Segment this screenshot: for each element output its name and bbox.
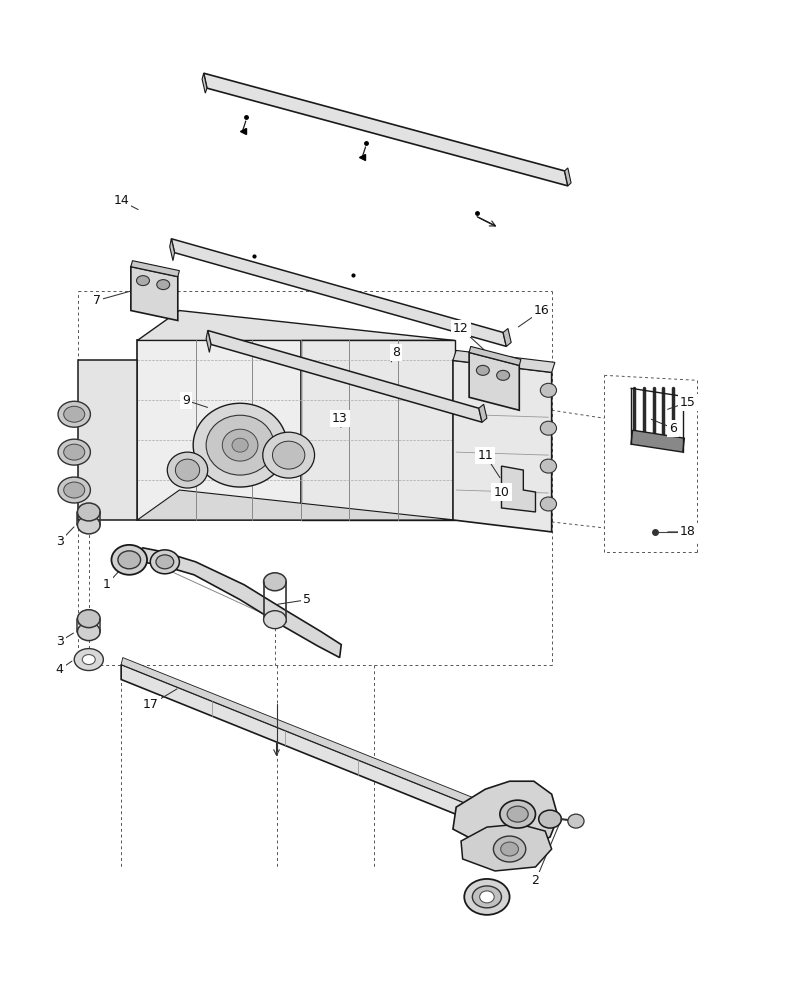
Polygon shape: [208, 330, 482, 422]
Ellipse shape: [175, 459, 200, 481]
Text: 9: 9: [182, 394, 190, 407]
Text: 13: 13: [332, 412, 347, 425]
Polygon shape: [630, 430, 684, 452]
Ellipse shape: [77, 610, 100, 628]
Polygon shape: [564, 168, 570, 186]
Ellipse shape: [567, 814, 583, 828]
Ellipse shape: [156, 555, 174, 569]
Ellipse shape: [206, 415, 274, 475]
Ellipse shape: [479, 891, 494, 903]
Polygon shape: [121, 658, 487, 811]
Polygon shape: [121, 665, 485, 826]
Polygon shape: [453, 350, 554, 372]
Polygon shape: [121, 548, 341, 658]
Ellipse shape: [150, 550, 179, 574]
Polygon shape: [503, 328, 511, 346]
Polygon shape: [131, 267, 178, 320]
Ellipse shape: [58, 439, 90, 465]
Text: 3: 3: [56, 635, 63, 648]
Polygon shape: [206, 330, 211, 352]
Polygon shape: [469, 352, 519, 410]
Text: 7: 7: [92, 294, 101, 307]
Text: 8: 8: [392, 346, 400, 359]
Text: 3: 3: [56, 535, 63, 548]
Text: 2: 2: [531, 874, 539, 887]
Ellipse shape: [264, 573, 286, 591]
Text: 18: 18: [679, 525, 695, 538]
Ellipse shape: [77, 623, 100, 641]
Polygon shape: [478, 404, 487, 422]
Polygon shape: [137, 311, 454, 340]
Ellipse shape: [493, 836, 525, 862]
Polygon shape: [169, 239, 174, 261]
Ellipse shape: [74, 649, 103, 671]
Text: 11: 11: [477, 449, 492, 462]
Ellipse shape: [63, 444, 84, 460]
Ellipse shape: [232, 438, 248, 452]
Ellipse shape: [507, 806, 527, 822]
Ellipse shape: [464, 879, 509, 915]
Text: 1: 1: [102, 578, 110, 591]
Ellipse shape: [272, 441, 304, 469]
Ellipse shape: [538, 810, 560, 828]
Ellipse shape: [539, 497, 556, 511]
Polygon shape: [78, 360, 137, 520]
Ellipse shape: [77, 516, 100, 534]
Ellipse shape: [77, 503, 100, 521]
Text: 17: 17: [143, 698, 159, 711]
Ellipse shape: [111, 545, 147, 575]
Polygon shape: [171, 239, 506, 346]
Text: 14: 14: [114, 194, 129, 207]
Ellipse shape: [476, 365, 489, 375]
Ellipse shape: [136, 276, 149, 286]
Ellipse shape: [193, 403, 287, 487]
Ellipse shape: [82, 655, 95, 665]
Ellipse shape: [500, 842, 518, 856]
Polygon shape: [461, 824, 551, 871]
Polygon shape: [469, 346, 521, 365]
Polygon shape: [137, 340, 300, 520]
Polygon shape: [453, 781, 557, 849]
Polygon shape: [202, 73, 207, 93]
Ellipse shape: [472, 886, 501, 908]
Ellipse shape: [496, 370, 509, 380]
Ellipse shape: [539, 421, 556, 435]
Ellipse shape: [222, 429, 258, 461]
Polygon shape: [453, 360, 551, 532]
Ellipse shape: [539, 383, 556, 397]
Text: 15: 15: [679, 396, 695, 409]
Polygon shape: [137, 490, 454, 520]
Ellipse shape: [157, 280, 169, 290]
Polygon shape: [204, 73, 567, 186]
Ellipse shape: [63, 406, 84, 422]
Ellipse shape: [264, 611, 286, 629]
Text: 10: 10: [493, 486, 508, 499]
Text: 16: 16: [534, 304, 549, 317]
Ellipse shape: [63, 482, 84, 498]
Ellipse shape: [118, 551, 140, 569]
Ellipse shape: [500, 800, 534, 828]
Text: 5: 5: [303, 593, 311, 606]
Text: 4: 4: [56, 663, 63, 676]
Polygon shape: [131, 261, 179, 277]
Polygon shape: [300, 340, 454, 520]
Ellipse shape: [58, 477, 90, 503]
Ellipse shape: [167, 452, 208, 488]
Ellipse shape: [539, 459, 556, 473]
Text: 12: 12: [453, 322, 468, 335]
Ellipse shape: [263, 432, 314, 478]
Text: 6: 6: [668, 422, 676, 435]
Ellipse shape: [58, 401, 90, 427]
Polygon shape: [501, 466, 534, 512]
